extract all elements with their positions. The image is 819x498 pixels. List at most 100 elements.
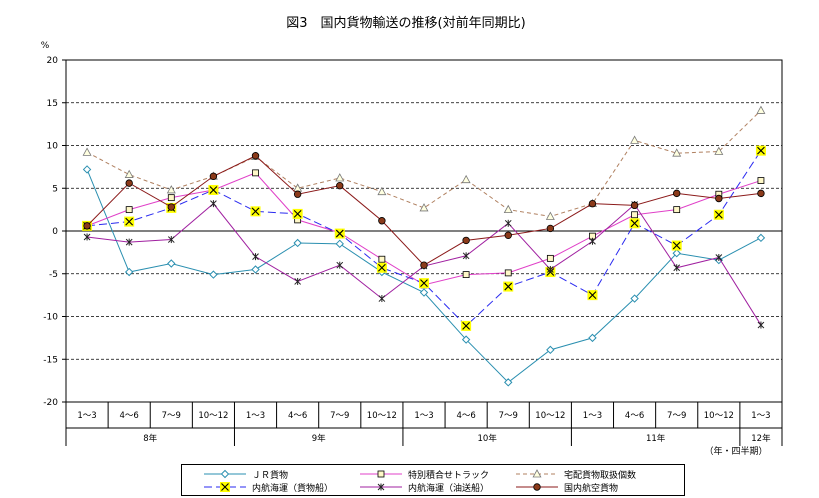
legend-swatch <box>204 482 246 492</box>
legend-swatch <box>360 483 402 491</box>
x-tick-label: 4～6 <box>625 411 644 421</box>
data-point <box>378 255 386 263</box>
data-point <box>336 181 344 190</box>
data-point <box>125 179 133 187</box>
year-label: 11年 <box>646 433 666 444</box>
data-point <box>673 189 681 198</box>
x-tick-label: 4～6 <box>456 411 475 421</box>
data-point <box>208 184 219 195</box>
x-unit-note: （年・四半期） <box>704 445 767 457</box>
data-point <box>629 218 640 229</box>
data-point <box>210 200 217 208</box>
data-point <box>83 233 91 241</box>
data-point <box>462 252 470 260</box>
data-point <box>546 345 555 355</box>
legend-swatch <box>360 470 402 478</box>
data-point <box>209 270 218 279</box>
data-point <box>462 271 470 279</box>
y-tick-label: 15 <box>47 99 58 109</box>
data-point <box>588 333 597 343</box>
legend-marker <box>377 483 385 491</box>
x-tick-label: 10～12 <box>367 411 397 421</box>
series-line-3 <box>86 110 762 217</box>
data-point <box>419 288 429 297</box>
legend-item: 内航海運（貨物船） <box>202 480 333 494</box>
data-point <box>714 146 724 155</box>
data-point <box>713 209 724 220</box>
x-tick-label: 7～9 <box>330 411 349 421</box>
data-point <box>757 321 765 329</box>
data-point <box>462 236 470 245</box>
y-tick-label: -5 <box>49 270 58 280</box>
data-point <box>461 174 471 184</box>
y-tick-label: -15 <box>43 355 58 365</box>
data-point <box>124 267 134 277</box>
legend-label: 国内航空貨物 <box>564 483 619 494</box>
legend-marker <box>220 482 230 492</box>
data-point <box>378 295 386 303</box>
x-tick-label: 7～9 <box>667 411 686 421</box>
data-point <box>461 320 472 331</box>
data-point <box>336 261 344 269</box>
data-point <box>588 199 597 208</box>
legend-label: 内航海運（油送船） <box>408 483 490 494</box>
data-point <box>546 254 554 262</box>
legend-swatch <box>204 469 246 479</box>
data-point <box>504 378 513 387</box>
data-point <box>503 281 514 292</box>
x-tick-label: 1～3 <box>414 411 433 421</box>
data-point <box>757 189 765 198</box>
data-point <box>251 152 260 160</box>
y-tick-label: -10 <box>43 313 58 323</box>
data-point <box>378 217 386 225</box>
data-point <box>587 290 598 301</box>
y-tick-label: 10 <box>47 142 59 152</box>
data-point <box>209 172 218 180</box>
x-tick-label: 1～3 <box>77 411 96 421</box>
data-point <box>82 147 92 156</box>
x-tick-label: 10～12 <box>535 411 565 421</box>
legend-marker <box>377 470 385 478</box>
data-point <box>125 206 133 214</box>
data-point <box>504 231 512 239</box>
x-tick-label: 1～3 <box>751 411 770 421</box>
data-point <box>419 278 429 289</box>
year-label: 12年 <box>751 433 771 444</box>
data-point <box>83 222 91 230</box>
legend-item: 国内航空貨物 <box>514 480 618 494</box>
data-point <box>293 190 302 198</box>
data-point <box>504 219 512 227</box>
data-point <box>545 211 555 220</box>
y-unit-label: % <box>41 41 50 51</box>
x-tick-label: 1～3 <box>246 411 265 421</box>
series-line-4 <box>87 150 762 327</box>
data-point <box>82 165 92 174</box>
x-tick-label: 4～6 <box>288 411 307 421</box>
data-point <box>671 240 682 251</box>
legend: ＪＲ貨物 特別積合せトラック 宅配貨物取扱個数 内航海運（貨物船） 内航海運（油送船） 国… <box>181 464 685 496</box>
data-point <box>335 173 345 182</box>
data-point <box>630 135 640 144</box>
data-point <box>252 253 259 261</box>
legend-label: 宅配貨物取扱個数 <box>564 470 637 481</box>
y-tick-label: 5 <box>52 184 58 194</box>
data-point <box>461 335 471 344</box>
data-point <box>125 238 133 246</box>
data-point <box>167 236 175 244</box>
data-point <box>124 216 135 227</box>
y-tick-label: -20 <box>43 398 58 408</box>
data-point <box>673 264 681 272</box>
data-point <box>251 265 260 274</box>
data-point <box>167 194 175 202</box>
data-point <box>673 206 681 214</box>
legend-label: ＪＲ貨物 <box>252 470 289 481</box>
data-point <box>756 233 766 243</box>
data-point <box>250 206 261 217</box>
legend-marker <box>532 469 542 478</box>
data-point <box>546 265 554 273</box>
year-label: 10年 <box>478 433 498 444</box>
data-point <box>167 203 175 211</box>
data-point <box>166 185 176 194</box>
data-point <box>252 169 259 177</box>
